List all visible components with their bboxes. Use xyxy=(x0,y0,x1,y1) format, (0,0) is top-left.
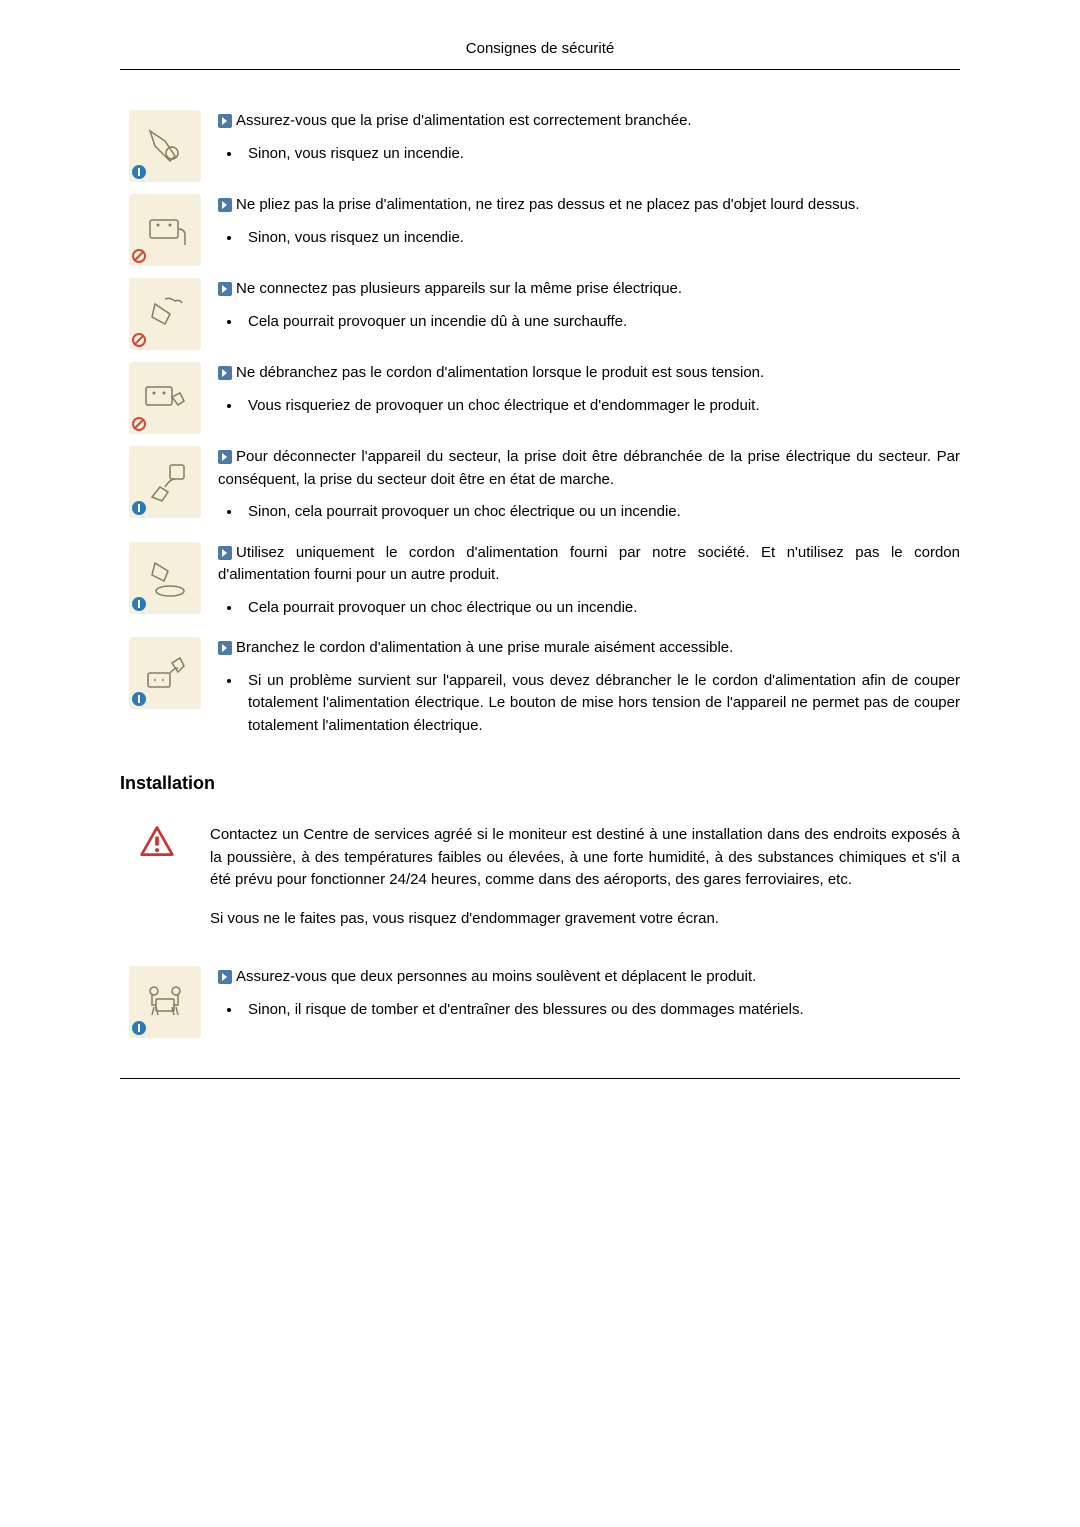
arrow-bullet-icon xyxy=(218,641,232,655)
prohibit-badge-icon xyxy=(132,333,146,347)
icon-column xyxy=(120,824,210,860)
bullet-list: Sinon, cela pourrait provoquer un choc é… xyxy=(242,501,960,524)
safety-item: Ne pliez pas la prise d'alimentation, ne… xyxy=(120,194,960,266)
plug-correct-icon xyxy=(129,110,201,182)
bullet-item: Cela pourrait provoquer un choc électriq… xyxy=(242,597,960,620)
original-cord-icon xyxy=(129,542,201,614)
icon-column xyxy=(120,278,210,350)
intro-paragraph: Si vous ne le faites pas, vous risquez d… xyxy=(210,908,960,931)
icon-column xyxy=(120,110,210,182)
bullet-item: Vous risqueriez de provoquer un choc éle… xyxy=(242,395,960,418)
page-header: Consignes de sécurité xyxy=(120,40,960,70)
arrow-bullet-icon xyxy=(218,970,232,984)
arrow-bullet-icon xyxy=(218,366,232,380)
arrow-bullet-icon xyxy=(218,114,232,128)
section-intro: Contactez un Centre de services agréé si… xyxy=(120,824,960,946)
bullet-item: Sinon, il risque de tomber et d'entraîne… xyxy=(242,999,960,1022)
page-header-title: Consignes de sécurité xyxy=(466,40,614,57)
icon-column xyxy=(120,542,210,614)
item-text: Assurez-vous que la prise d'alimentation… xyxy=(210,110,960,171)
bullet-item: Sinon, cela pourrait provoquer un choc é… xyxy=(242,501,960,524)
safety-item: Branchez le cordon d'alimentation à une … xyxy=(120,637,960,743)
bullet-list: Sinon, vous risquez un incendie. xyxy=(242,143,960,166)
item-heading: Ne connectez pas plusieurs appareils sur… xyxy=(236,280,682,297)
info-badge-icon xyxy=(132,692,146,706)
safety-item: Pour déconnecter l'appareil du secteur, … xyxy=(120,446,960,530)
item-text: Ne pliez pas la prise d'alimentation, ne… xyxy=(210,194,960,255)
item-heading: Utilisez uniquement le cordon d'alimenta… xyxy=(218,544,960,584)
plug-bend-icon xyxy=(129,194,201,266)
unplug-powered-icon xyxy=(129,362,201,434)
bullet-list: Sinon, vous risquez un incendie. xyxy=(242,227,960,250)
item-heading: Pour déconnecter l'appareil du secteur, … xyxy=(218,448,960,488)
item-heading: Assurez-vous que deux personnes au moins… xyxy=(236,968,756,985)
bullet-item: Sinon, vous risquez un incendie. xyxy=(242,143,960,166)
intro-text: Contactez un Centre de services agréé si… xyxy=(210,824,960,946)
item-text: Utilisez uniquement le cordon d'alimenta… xyxy=(210,542,960,626)
bullet-item: Si un problème survient sur l'appareil, … xyxy=(242,670,960,738)
item-heading: Ne pliez pas la prise d'alimentation, ne… xyxy=(236,196,860,213)
bullet-item: Sinon, vous risquez un incendie. xyxy=(242,227,960,250)
section-heading: Installation xyxy=(120,773,960,794)
disconnect-mains-icon xyxy=(129,446,201,518)
bullet-item: Cela pourrait provoquer un incendie dû à… xyxy=(242,311,960,334)
safety-item: Assurez-vous que deux personnes au moins… xyxy=(120,966,960,1038)
bullet-list: Si un problème survient sur l'appareil, … xyxy=(242,670,960,738)
two-people-lift-icon xyxy=(129,966,201,1038)
item-heading: Ne débranchez pas le cordon d'alimentati… xyxy=(236,364,764,381)
info-badge-icon xyxy=(132,501,146,515)
bullet-list: Vous risqueriez de provoquer un choc éle… xyxy=(242,395,960,418)
page-footer xyxy=(120,1078,960,1079)
item-text: Branchez le cordon d'alimentation à une … xyxy=(210,637,960,743)
prohibit-badge-icon xyxy=(132,417,146,431)
intro-paragraph: Contactez un Centre de services agréé si… xyxy=(210,824,960,892)
arrow-bullet-icon xyxy=(218,282,232,296)
icon-column xyxy=(120,637,210,709)
item-text: Assurez-vous que deux personnes au moins… xyxy=(210,966,960,1027)
icon-column xyxy=(120,966,210,1038)
accessible-outlet-icon xyxy=(129,637,201,709)
arrow-bullet-icon xyxy=(218,546,232,560)
info-badge-icon xyxy=(132,597,146,611)
icon-column xyxy=(120,446,210,518)
safety-item: Ne connectez pas plusieurs appareils sur… xyxy=(120,278,960,350)
item-text: Pour déconnecter l'appareil du secteur, … xyxy=(210,446,960,530)
safety-item: Ne débranchez pas le cordon d'alimentati… xyxy=(120,362,960,434)
warning-triangle-icon xyxy=(139,824,175,860)
item-text: Ne débranchez pas le cordon d'alimentati… xyxy=(210,362,960,423)
item-text: Ne connectez pas plusieurs appareils sur… xyxy=(210,278,960,339)
icon-column xyxy=(120,362,210,434)
bullet-list: Sinon, il risque de tomber et d'entraîne… xyxy=(242,999,960,1022)
safety-item: Assurez-vous que la prise d'alimentation… xyxy=(120,110,960,182)
icon-column xyxy=(120,194,210,266)
item-heading: Branchez le cordon d'alimentation à une … xyxy=(236,639,733,656)
safety-item: Utilisez uniquement le cordon d'alimenta… xyxy=(120,542,960,626)
item-heading: Assurez-vous que la prise d'alimentation… xyxy=(236,112,692,129)
prohibit-badge-icon xyxy=(132,249,146,263)
bullet-list: Cela pourrait provoquer un choc électriq… xyxy=(242,597,960,620)
multi-plug-icon xyxy=(129,278,201,350)
bullet-list: Cela pourrait provoquer un incendie dû à… xyxy=(242,311,960,334)
info-badge-icon xyxy=(132,1021,146,1035)
arrow-bullet-icon xyxy=(218,198,232,212)
info-badge-icon xyxy=(132,165,146,179)
arrow-bullet-icon xyxy=(218,450,232,464)
